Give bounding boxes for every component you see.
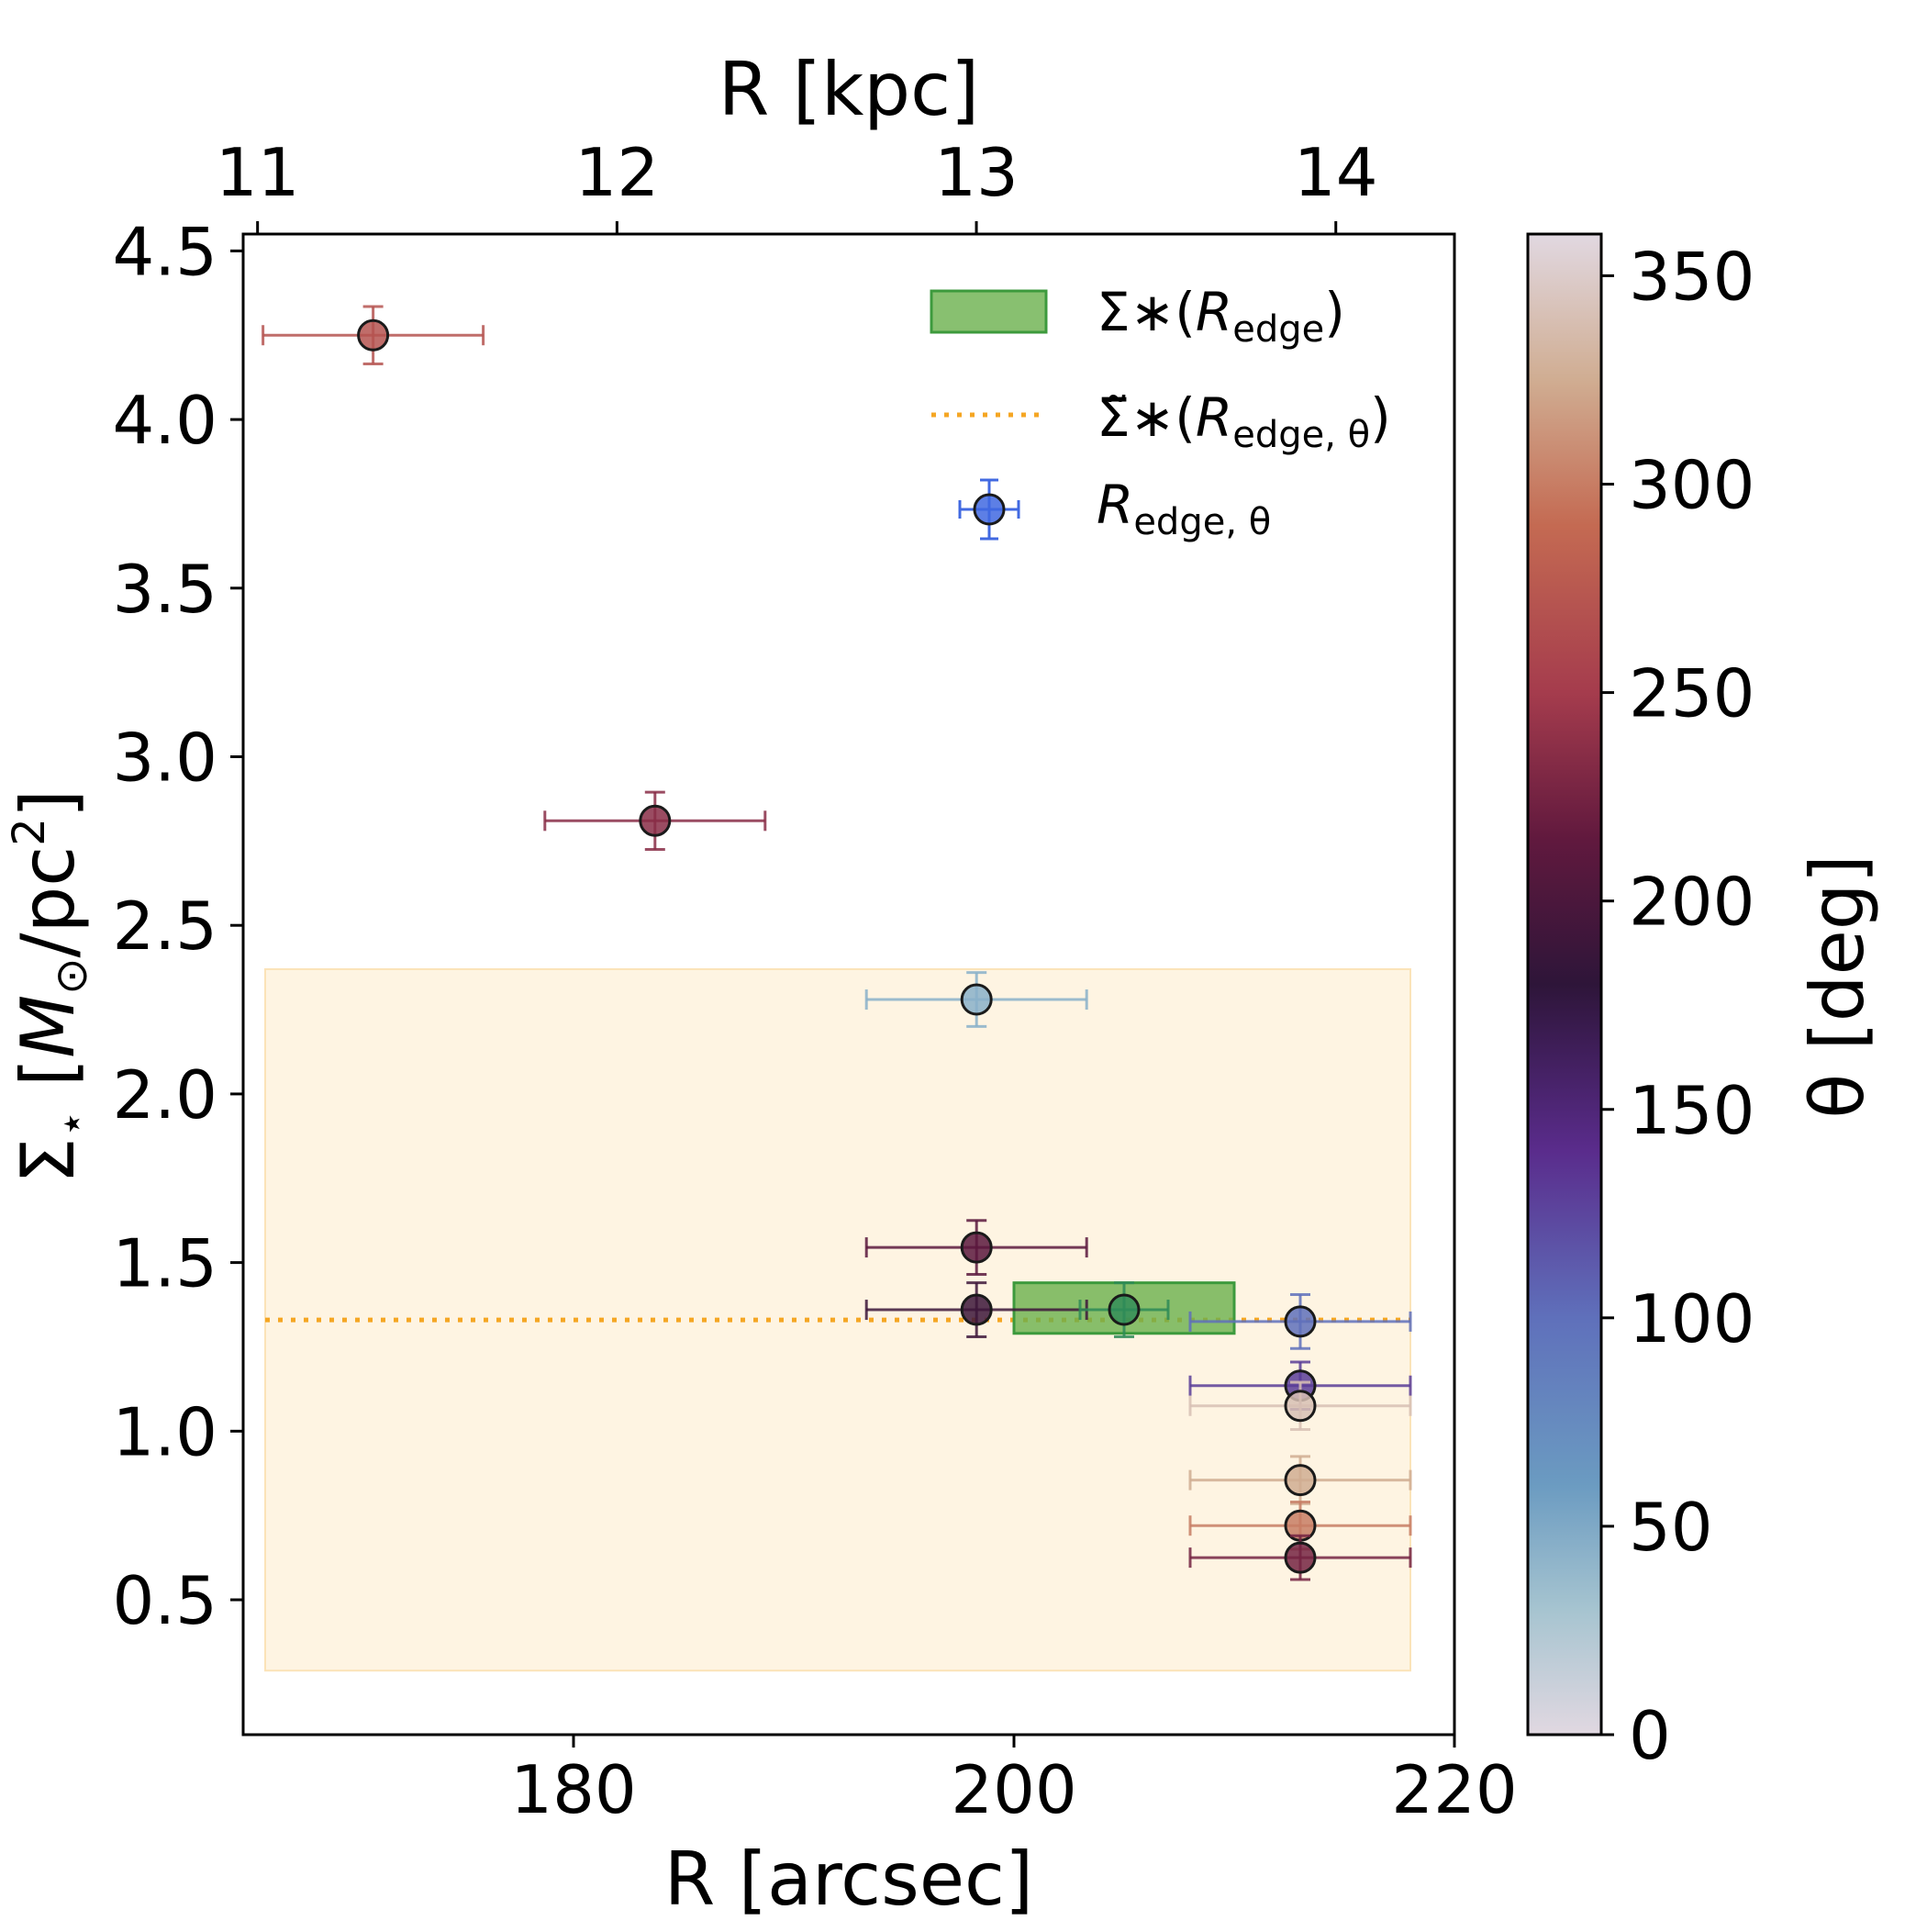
data-point-2-marker (639, 804, 672, 837)
colorbar-tick-label-0: 0 (1629, 1697, 1671, 1774)
x-axis-top-ticks: 11 12 13 14 (216, 134, 1378, 234)
x-top-tick-label-13: 13 (934, 134, 1019, 211)
colorbar-tick-label-300: 300 (1629, 447, 1754, 524)
x-bottom-tick-label-200: 200 (951, 1751, 1076, 1828)
colorbar (1526, 232, 1603, 1737)
y-label-m: M (6, 995, 91, 1058)
legend-label-median: Σ̃∗(Redge, θ) (1097, 386, 1391, 456)
y-tick-label-1: 1.0 (112, 1393, 217, 1470)
data-point-5-marker (960, 1293, 993, 1326)
x-top-tick-label-11: 11 (216, 134, 300, 211)
points-layer (262, 305, 1412, 1581)
y-label-mid: /pc (6, 846, 91, 958)
y-tick-label-0.5: 0.5 (112, 1562, 217, 1639)
y-label-sigma: Σ (6, 1137, 91, 1184)
y-tick-label-4.5: 4.5 (112, 213, 217, 290)
data-point-8 (1188, 1380, 1412, 1431)
y-tick-label-3.5: 3.5 (112, 551, 217, 628)
data-point-3 (864, 971, 1088, 1028)
data-point-5 (864, 1281, 1088, 1338)
edge-point (1078, 1281, 1170, 1338)
legend-swatch-edge-box (930, 289, 1048, 334)
y-label-open: [ (6, 1058, 91, 1111)
colorbar-ticks: 0 50 100 150 200 250 300 350 (1601, 238, 1754, 1774)
colorbar-tick-label-200: 200 (1629, 864, 1754, 941)
legend-label-edge: Σ∗(Redge) (1097, 281, 1345, 351)
y-tick-label-3: 3.0 (112, 719, 217, 796)
y-label-sup: 2 (4, 818, 55, 846)
data-point-11-marker (1284, 1541, 1317, 1574)
data-point-4-marker (960, 1231, 993, 1264)
shaded-band-layer (264, 967, 1411, 1672)
y-tick-label-2.5: 2.5 (112, 888, 217, 965)
data-point-6-marker (1284, 1305, 1317, 1338)
data-point-4 (864, 1219, 1088, 1276)
colorbar-tick-label-100: 100 (1629, 1280, 1754, 1357)
x-bottom-tick-label-220: 220 (1391, 1751, 1517, 1828)
data-point-3-marker (960, 983, 993, 1016)
legend: Σ∗(Redge) Σ̃∗(Redge, θ) Redge, θ (930, 281, 1391, 543)
data-point-2 (543, 790, 767, 852)
y-tick-label-2: 2.0 (112, 1056, 217, 1134)
y-tick-label-1.5: 1.5 (112, 1225, 217, 1302)
x-top-tick-label-12: 12 (575, 134, 660, 211)
colorbar-tick-label-150: 150 (1629, 1072, 1754, 1149)
x-axis-bottom-label: R [arcsec] (664, 1837, 1033, 1922)
x-axis-top-label: R [kpc] (718, 47, 980, 132)
x-axis-bottom-ticks: 180 200 220 (510, 1735, 1518, 1828)
y-axis-ticks: 0.5 1.0 1.5 2.0 2.5 3.0 3.5 4.0 4.5 (112, 213, 243, 1639)
data-point-6 (1188, 1293, 1412, 1350)
shaded-band (264, 967, 1411, 1672)
x-top-tick-label-14: 14 (1294, 134, 1378, 211)
y-label-close: ] (6, 789, 91, 818)
y-label-star: ⋆ (46, 1110, 97, 1137)
legend-label-edge-theta: Redge, θ (1097, 474, 1271, 543)
edge-point-marker (1108, 1293, 1141, 1326)
x-bottom-tick-label-180: 180 (510, 1751, 636, 1828)
y-label-sun: ⊙ (46, 958, 97, 995)
data-point-1 (262, 305, 485, 365)
colorbar-tick-label-50: 50 (1629, 1489, 1713, 1566)
plot-frame (241, 232, 1456, 1737)
legend-swatch-marker (958, 478, 1020, 541)
data-point-8-marker (1284, 1390, 1317, 1423)
colorbar-tick-label-250: 250 (1629, 655, 1754, 732)
colorbar-tick-label-350: 350 (1629, 238, 1754, 315)
y-tick-label-4: 4.0 (112, 382, 217, 459)
data-point-1-marker (357, 318, 390, 352)
colorbar-label: θ [deg] (1795, 854, 1880, 1119)
data-point-9 (1188, 1455, 1412, 1505)
y-axis-label: Σ⋆ [M⊙/pc2] (4, 789, 97, 1184)
data-point-9-marker (1284, 1464, 1317, 1497)
data-point-11 (1188, 1534, 1412, 1581)
